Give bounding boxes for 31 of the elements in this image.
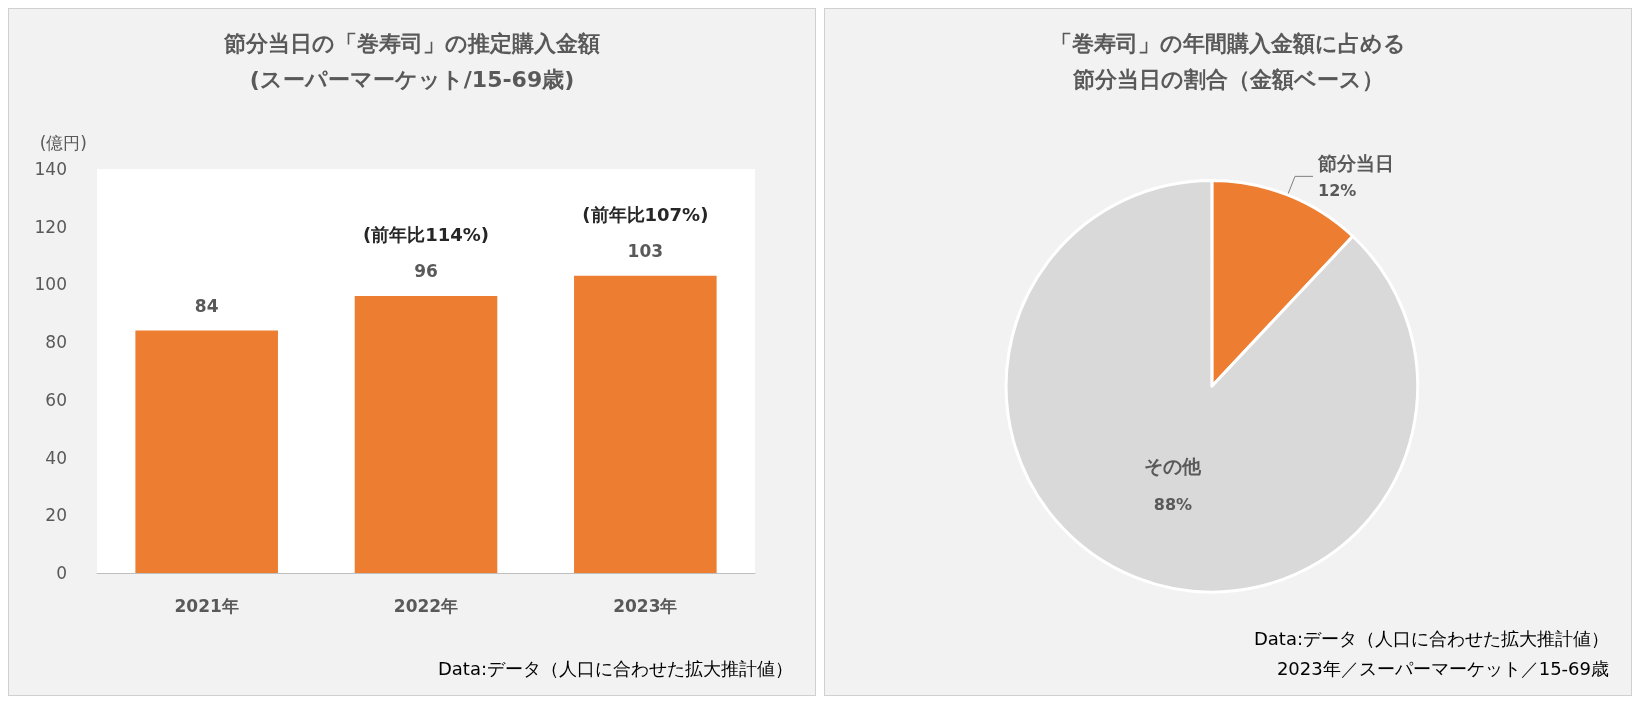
x-tick-label: 2021年: [174, 595, 239, 616]
annotation: (前年比114%): [362, 224, 490, 246]
chart-subtitle: (スーパーマーケット/15-69歳): [249, 66, 575, 92]
data-label: 12%: [1318, 180, 1357, 200]
chart-title: 節分当日の「巻寿司」の推定購入金額: [223, 30, 600, 56]
chart-title: 「巻寿司」の年間購入金額に占める: [1050, 30, 1406, 56]
y-tick-label: 40: [45, 447, 67, 468]
data-label: 84: [194, 296, 219, 317]
slice-label: その他: [1144, 454, 1203, 477]
bar: [574, 275, 717, 573]
y-tick-label: 80: [45, 332, 67, 353]
x-tick-label: 2022年: [393, 595, 459, 616]
text: 2023年／スーパーマーケット／15-69歳: [1276, 657, 1609, 679]
y-tick-label: 120: [34, 216, 67, 237]
y-tick-label: 100: [34, 274, 67, 295]
annotation: (前年比107%): [582, 204, 709, 226]
chart-subtitle: 節分当日の割合（金額ベース）: [1071, 66, 1384, 92]
data-label: 103: [627, 241, 664, 262]
bar: [135, 330, 278, 573]
bar: [354, 295, 498, 573]
y-tick-label: 20: [45, 505, 67, 526]
y-tick-label: 60: [45, 389, 67, 410]
x-tick-label: 2023年: [613, 595, 678, 616]
text: Data:データ（人口に合わせた拡大推計値）: [437, 657, 793, 679]
data-label: 96: [414, 261, 438, 282]
y-tick-label: 0: [56, 563, 67, 583]
text: Data:データ（人口に合わせた拡大推計値）: [1253, 627, 1609, 649]
data-label: 88%: [1153, 495, 1193, 515]
y-tick-label: 140: [34, 159, 67, 179]
slice-label: 節分当日: [1317, 152, 1394, 175]
y-axis-title: (億円): [39, 132, 87, 153]
